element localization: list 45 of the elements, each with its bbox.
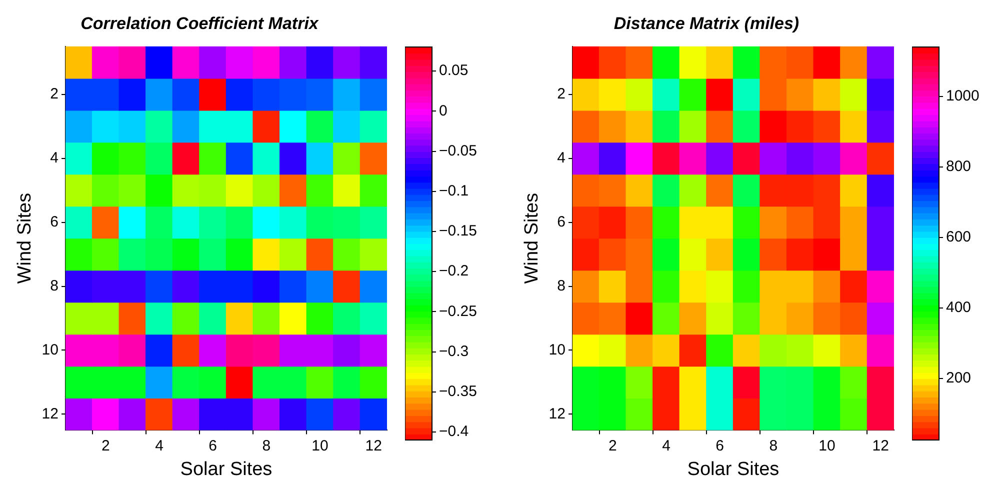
y-tick-label: 6 [50,213,58,230]
y-axis-title: Wind Sites [14,192,36,284]
x-tick-label: 12 [365,437,382,454]
x-tick-label: 4 [155,437,164,454]
x-tick-label: 10 [312,437,328,454]
x-tick-label: 2 [102,437,110,454]
x-tick-label: 6 [716,437,724,454]
color-bar-label: −0.15 [439,222,477,240]
x-axis-title: Solar Sites [687,458,780,480]
color-bar-label: −0.35 [439,383,477,400]
y-tick-label: 6 [557,213,566,230]
color-bar-label: −0.3 [439,342,469,360]
x-tick-label: 12 [872,437,889,454]
color-bar-label: 600 [946,228,972,246]
y-tick-label: 4 [50,149,58,166]
y-axis-title: Wind Sites [522,192,543,284]
y-tick-label: 8 [50,277,58,294]
y-tick-label: 10 [42,341,58,358]
x-tick-label: 8 [262,437,271,454]
x-tick-label: 4 [662,437,670,454]
color-bar-label: 1000 [946,87,980,104]
y-tick-label: 2 [557,86,566,103]
x-tick-label: 6 [208,437,218,454]
y-tick-label: 2 [50,86,58,103]
color-bar-label: −0.4 [439,423,469,440]
y-tick-label: 12 [42,405,58,422]
chart-title: Distance Matrix (miles) [614,14,800,33]
color-bar-label: −0.2 [439,262,469,280]
y-tick-label: 10 [548,341,566,358]
y-tick-label: 12 [548,405,566,422]
y-tick-label: 8 [557,277,566,294]
x-tick-label: 8 [769,437,778,454]
color-bar-label: −0.1 [439,182,469,200]
color-bar-label: −0.25 [439,302,477,320]
color-bar-label: −0.05 [439,142,477,160]
color-bar-label: 0 [439,102,448,120]
color-bar-label: 800 [946,158,972,175]
color-bar-label: 0.05 [439,62,468,80]
color-bar-label: 400 [946,298,972,316]
x-tick-label: 2 [608,437,617,454]
color-bar-label: 200 [946,369,972,386]
y-tick-label: 4 [557,149,566,166]
x-tick-label: 10 [818,437,836,454]
chart-title: Correlation Coefficient Matrix [80,14,320,33]
x-axis-title: Solar Sites [180,458,272,480]
